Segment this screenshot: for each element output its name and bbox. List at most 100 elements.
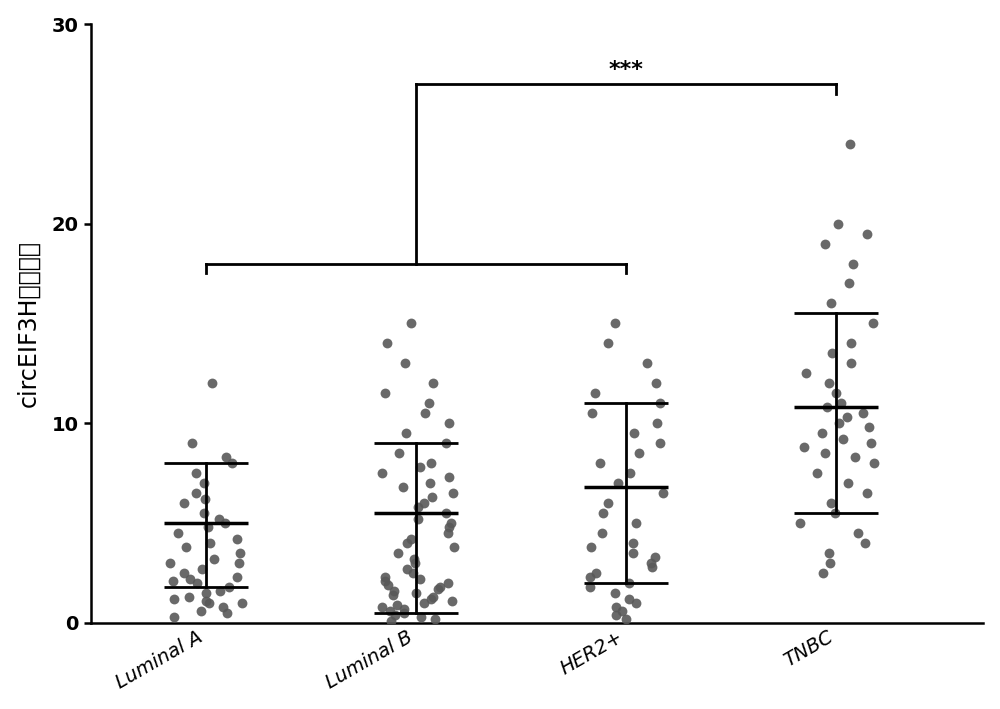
Point [229,571,245,582]
Point [831,418,847,429]
Point [170,527,186,538]
Point [396,607,412,618]
Point [855,408,871,419]
Point [850,527,866,538]
Point [614,605,630,616]
Point [412,462,428,473]
Point [219,607,235,618]
Point [625,547,641,559]
Point [398,428,414,439]
Point [421,398,437,409]
Point [655,487,671,498]
Point [387,609,403,620]
Point [648,377,664,389]
Point [618,613,634,624]
Point [441,521,457,532]
Point [792,517,808,528]
Point [441,418,457,429]
Point [843,337,859,349]
Point [380,579,396,591]
Point [595,507,611,518]
Point [817,447,833,459]
Point [622,467,638,479]
Point [165,575,181,586]
Point [399,563,415,574]
Point [166,593,182,604]
Text: ***: *** [609,60,644,80]
Point [430,583,446,594]
Point [863,437,879,449]
Point [584,408,600,419]
Point [587,388,603,399]
Point [847,452,863,463]
Point [389,599,405,610]
Point [840,477,856,489]
Point [859,228,875,239]
Point [184,437,200,449]
Point [383,615,399,626]
Point [839,411,855,423]
Point [621,593,637,604]
Point [200,521,216,532]
Point [408,587,424,598]
Point [382,605,398,616]
Point [377,388,393,399]
Point [221,581,237,592]
Point [441,471,457,483]
Point [198,595,214,606]
Point [866,457,882,469]
Point [814,428,830,439]
Point [446,541,462,552]
Point [229,533,245,545]
Point [438,507,454,518]
Point [443,517,459,528]
Point [652,437,668,449]
Point [406,553,422,564]
Point [202,537,218,548]
Point [631,447,647,459]
Point [857,537,873,548]
Point [178,541,194,552]
Point [417,408,433,419]
Point [410,513,426,525]
Point [424,491,440,503]
Point [189,577,205,588]
Point [861,421,877,432]
Point [218,452,234,463]
Point [823,298,839,309]
Point [600,337,616,349]
Point [403,533,419,545]
Point [166,611,182,623]
Point [176,567,192,579]
Point [176,497,192,508]
Point [639,357,655,369]
Point [201,597,217,608]
Point [828,388,844,399]
Point [594,527,610,538]
Point [445,487,461,498]
Point [652,398,668,409]
Point [204,377,220,389]
Point [212,585,228,596]
Point [198,587,214,598]
Point [607,587,623,598]
Point [842,138,858,150]
Point [396,603,412,614]
Point [374,601,390,613]
Point [206,553,222,564]
Point [422,477,438,489]
Point [798,367,814,379]
Point [379,337,395,349]
Point [215,601,231,613]
Point [386,585,402,596]
Point [193,605,209,616]
Point [395,481,411,493]
Point [403,318,419,329]
Point [583,541,599,552]
Point [196,477,212,489]
Point [416,597,432,608]
Point [621,577,637,588]
Point [809,467,825,479]
Point [822,557,838,569]
Point [841,278,857,289]
